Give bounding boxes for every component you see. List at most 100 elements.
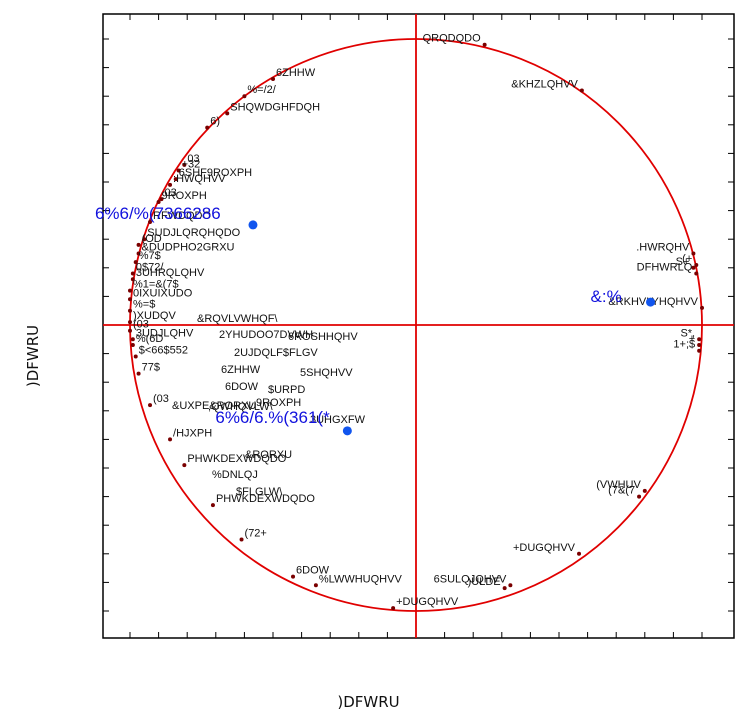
variable-point xyxy=(694,271,699,276)
variable-label: &DUDPHO2GRXU xyxy=(142,242,235,254)
variable-label: 9ROXPH xyxy=(162,190,207,202)
variable-point xyxy=(128,320,132,325)
variable-point xyxy=(130,343,135,348)
variable-point xyxy=(136,242,141,247)
variable-label: 0$72/ xyxy=(136,262,164,274)
variable-point xyxy=(173,177,178,182)
variable-point xyxy=(697,337,702,342)
supplementary-label: 6%6/6.%(361(* xyxy=(215,408,330,427)
inner-variable-label: &UXPE&RORXU xyxy=(172,400,256,412)
variable-point xyxy=(239,537,244,542)
variable-point xyxy=(225,111,230,116)
variable-point xyxy=(136,251,141,256)
variable-label: SUDJLQRQHQDO xyxy=(147,227,240,239)
inner-variable-label: $FLGLW\ xyxy=(236,486,283,498)
variable-label: %LWWHUQHVV xyxy=(319,573,403,585)
variable-label: DFHWRLQ xyxy=(637,262,693,274)
variable-label: 1+;$ xyxy=(673,339,695,351)
y-axis-label: )DFWRU xyxy=(24,324,42,388)
variable-label: 6ZHHW xyxy=(276,67,316,79)
variable-point xyxy=(691,251,696,256)
variable-label: RFWDQDO xyxy=(153,210,211,222)
variable-point xyxy=(133,354,138,359)
variable-point xyxy=(176,168,181,173)
variable-point xyxy=(148,220,153,225)
variable-label: 77$ xyxy=(142,362,160,374)
variable-point xyxy=(133,260,138,265)
variable-point xyxy=(168,437,173,442)
variable-point xyxy=(148,403,153,408)
variable-label: (72+ xyxy=(245,528,267,540)
variable-point xyxy=(577,551,582,556)
variable-point xyxy=(128,308,132,313)
variable-point xyxy=(136,371,141,376)
variable-point xyxy=(508,583,513,588)
variable-label: (03 xyxy=(153,393,169,405)
variable-point xyxy=(142,237,147,242)
variable-point xyxy=(130,271,135,276)
variable-point xyxy=(579,88,584,93)
plot-frame xyxy=(102,13,735,639)
variable-point xyxy=(242,94,247,99)
variable-label: /HJXPH xyxy=(173,427,212,439)
axis-ticks xyxy=(103,14,734,638)
variable-label: &KHZLQHVV xyxy=(511,78,578,90)
variable-label: (7&(7 xyxy=(608,485,635,497)
variable-point xyxy=(182,463,187,468)
variable-point xyxy=(700,305,704,310)
variable-point xyxy=(159,197,164,202)
supplementary-point xyxy=(248,220,258,230)
x-axis-label: )DFWRU xyxy=(337,693,400,711)
inner-variable-label: &RORXU xyxy=(245,449,292,461)
variable-label: )XUDQV xyxy=(133,310,176,322)
variable-label: 6) xyxy=(210,116,220,128)
inner-variable-label: 2UJDQLF$FLGV xyxy=(234,347,318,359)
variable-point xyxy=(210,503,215,508)
variable-point xyxy=(168,182,173,187)
variable-label: 6SULQJQHVV xyxy=(434,573,507,585)
inner-variable-label: $URPD xyxy=(268,384,305,396)
variable-point xyxy=(205,125,210,130)
variable-label: (VWHUV xyxy=(596,479,641,491)
variable-label: PHWKDEXWDQDO xyxy=(187,453,286,465)
inner-variable-label: &RQVLVWHQF\ xyxy=(197,313,278,325)
variable-label: + xyxy=(689,333,695,345)
variable-points xyxy=(128,42,704,611)
variable-label: (03 xyxy=(133,319,149,331)
variable-label: 03 xyxy=(164,187,176,199)
variable-point xyxy=(156,200,161,205)
variable-point xyxy=(182,162,187,167)
variable-label: S+ xyxy=(676,256,690,268)
variable-label: %=/2/ xyxy=(247,84,276,96)
variable-label: %1=&(7$ xyxy=(133,279,179,291)
inner-variable-label: %DNLQJ xyxy=(212,469,258,481)
variable-point xyxy=(482,42,487,47)
variable-label: 6SHF9ROXPH xyxy=(179,167,252,179)
variable-label: PHWKDEXWDQDO xyxy=(216,493,315,505)
variable-point xyxy=(637,494,642,499)
variable-point xyxy=(130,337,135,342)
variable-point xyxy=(313,583,318,588)
variable-point xyxy=(130,277,135,282)
variable-labels: QRQDQDO&KHZLQHVV6ZHHW%=/2/SHQWDGHFDQH6)0… xyxy=(133,33,699,608)
variable-point xyxy=(291,574,296,579)
variable-point xyxy=(271,77,275,82)
variable-label: SHQWDGHFDQH xyxy=(230,101,320,113)
variable-label: (+ xyxy=(682,253,692,265)
supplementary-point xyxy=(646,297,656,307)
variable-point xyxy=(391,606,396,611)
variable-point xyxy=(128,297,132,302)
inner-variable-label: ,QWHQVLW\ xyxy=(208,401,274,413)
variable-label: )ULDE xyxy=(468,576,501,588)
variable-label: +DUGQHVV xyxy=(513,542,576,554)
variable-label: (OD xyxy=(142,233,162,245)
variable-label: %=$ xyxy=(133,299,155,311)
variable-label: $<66$552 xyxy=(139,344,188,356)
supplementary-point xyxy=(342,426,352,436)
variable-label: 03 xyxy=(187,153,199,165)
inner-variable-label: 9ROXPH xyxy=(256,397,301,409)
inner-variable-label: 6ROSHHQHV xyxy=(288,331,358,343)
variable-label: %7$ xyxy=(139,250,161,262)
inner-variable-label: 2YHUDOO7DVWH xyxy=(219,329,313,341)
